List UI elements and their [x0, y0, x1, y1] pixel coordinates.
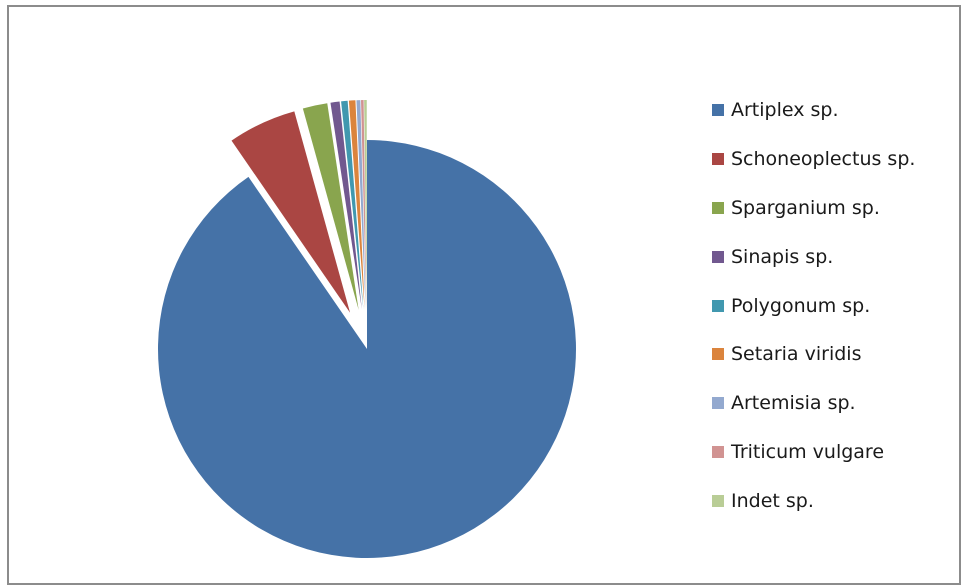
- legend-label: Triticum vulgare: [731, 440, 885, 463]
- legend-swatch: [712, 445, 724, 458]
- legend-label: Schoneoplectus sp.: [731, 148, 916, 171]
- pie-slice-setaria-viridis: [348, 100, 365, 310]
- legend-item-polygonum-sp: Polygonum sp.: [712, 281, 915, 330]
- legend-label: Setaria viridis: [731, 343, 862, 366]
- legend-item-artemisia-sp: Artemisia sp.: [712, 379, 915, 428]
- legend-item-indet-sp: Indet sp.: [712, 476, 915, 525]
- legend-item-artiplex-sp: Artiplex sp.: [712, 86, 915, 135]
- legend-item-triticum-vulgare: Triticum vulgare: [712, 428, 915, 477]
- legend-swatch: [712, 201, 724, 214]
- legend-label: Artiplex sp.: [731, 99, 839, 122]
- legend-label: Sinapis sp.: [731, 245, 834, 268]
- pie-slice-indet-sp: [364, 100, 367, 310]
- legend-swatch: [712, 494, 724, 507]
- pie-slice-polygonum-sp: [341, 100, 364, 310]
- legend-label: Sparganium sp.: [731, 196, 880, 219]
- pie-slice-artemisia-sp: [356, 100, 366, 310]
- legend-label: Indet sp.: [731, 489, 814, 512]
- legend-swatch: [712, 299, 724, 312]
- legend-item-sinapis-sp: Sinapis sp.: [712, 232, 915, 281]
- legend-swatch: [712, 348, 724, 361]
- legend-label: Artemisia sp.: [731, 392, 856, 415]
- legend-item-setaria-viridis: Setaria viridis: [712, 330, 915, 379]
- legend-swatch: [712, 104, 724, 117]
- legend-swatch: [712, 250, 724, 263]
- legend-swatch: [712, 397, 724, 410]
- pie-slice-schoneoplectus-sp: [231, 111, 351, 313]
- pie-slice-sparganium-sp: [302, 103, 359, 310]
- legend-label: Polygonum sp.: [731, 294, 871, 317]
- pie-slice-sinapis-sp: [330, 101, 362, 310]
- pie-slice-artiplex-sp: [157, 140, 577, 558]
- legend-item-schoneoplectus-sp: Schoneoplectus sp.: [712, 135, 915, 184]
- chart-legend: Artiplex sp. Schoneoplectus sp. Sparganium…: [712, 86, 915, 525]
- pie-slice-triticum-vulgare: [360, 100, 367, 310]
- legend-item-sparganium-sp: Sparganium sp.: [712, 184, 915, 233]
- legend-swatch: [712, 153, 724, 166]
